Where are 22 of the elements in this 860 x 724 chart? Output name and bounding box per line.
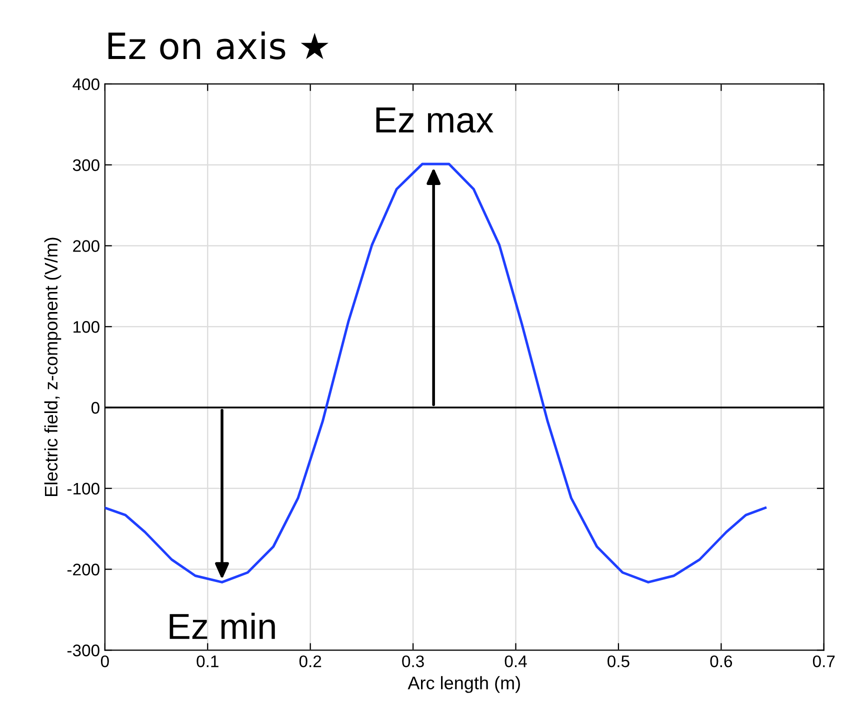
x-tick-label: 0.5 bbox=[608, 655, 630, 668]
y-tick-label: -200 bbox=[67, 564, 100, 576]
chart-title: Ez on axis ★ bbox=[108, 32, 328, 60]
x-tick-label: 0.1 bbox=[196, 655, 218, 668]
y-tick-label: 200 bbox=[73, 240, 100, 252]
x-tick-label: 0.4 bbox=[504, 655, 527, 668]
annotation: Ez min bbox=[170, 612, 275, 639]
x-tick-label: 0.3 bbox=[402, 655, 424, 668]
x-tick-label: 0.2 bbox=[299, 655, 322, 668]
y-tick-label: -100 bbox=[67, 482, 100, 495]
x-tick-label: 0 bbox=[100, 655, 109, 668]
y-tick-label: 100 bbox=[74, 321, 100, 333]
annotation: Ez max bbox=[376, 108, 494, 133]
line-series bbox=[104, 162, 767, 584]
x-tick-label: 0.6 bbox=[710, 655, 732, 668]
y-tick-label: 400 bbox=[72, 78, 100, 90]
y-tick-label: 300 bbox=[72, 159, 100, 172]
x-tick-label: 0.7 bbox=[812, 655, 835, 668]
y-tick-label: -300 bbox=[67, 644, 100, 656]
x-axis-title: Arc length (m) bbox=[408, 676, 520, 693]
y-tick-label: 0 bbox=[91, 402, 100, 414]
y-axis-title: Electric field, z-component (V/m) bbox=[44, 238, 62, 496]
